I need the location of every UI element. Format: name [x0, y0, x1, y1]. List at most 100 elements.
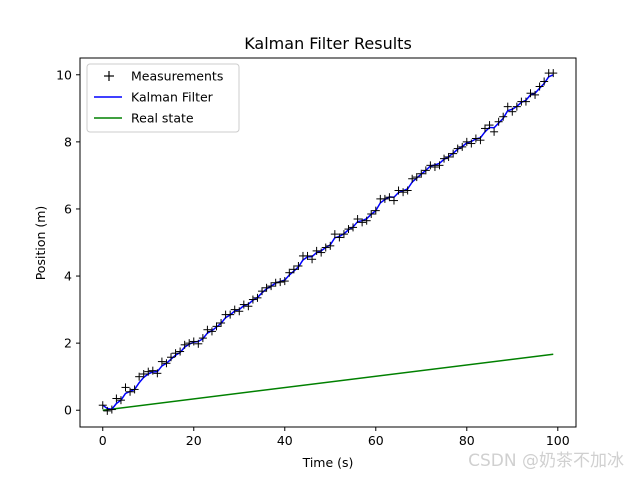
series-measurements — [98, 69, 558, 415]
measurement-point — [135, 372, 144, 381]
y-tick-label: 4 — [64, 269, 72, 284]
legend: Measurements Kalman Filter Real state — [86, 63, 240, 133]
measurement-point — [480, 124, 489, 133]
measurement-point — [289, 265, 298, 274]
measurement-point — [171, 349, 180, 358]
measurement-point — [262, 283, 271, 292]
measurement-point — [271, 278, 280, 287]
measurement-point — [116, 396, 125, 405]
measurement-point — [444, 152, 453, 161]
measurement-point — [362, 216, 371, 225]
measurement-point — [526, 89, 535, 98]
measurement-point — [258, 287, 267, 296]
measurement-point — [394, 186, 403, 195]
measurement-point — [417, 169, 426, 178]
measurement-point — [399, 188, 408, 197]
y-tick-label: 6 — [64, 201, 72, 216]
legend-label-measurements: Measurements — [131, 69, 223, 84]
measurement-point — [521, 97, 530, 106]
measurement-point — [153, 369, 162, 378]
measurement-point — [412, 173, 421, 182]
y-tick-label: 10 — [56, 67, 72, 82]
measurement-point — [194, 339, 203, 348]
measurement-point — [253, 293, 262, 302]
measurement-point — [403, 186, 412, 195]
measurement-point — [385, 193, 394, 202]
legend-box — [86, 63, 240, 133]
x-tick-label: 20 — [186, 433, 202, 448]
measurement-point — [189, 337, 198, 346]
measurement-point — [408, 174, 417, 183]
measurement-point — [353, 215, 362, 224]
measurement-point — [467, 139, 476, 148]
measurement-point — [308, 255, 317, 264]
measurement-point — [476, 136, 485, 145]
measurement-point — [367, 209, 376, 218]
measurement-point — [508, 107, 517, 116]
measurement-point — [180, 340, 189, 349]
measurement-point — [339, 230, 348, 239]
measurement-point — [157, 357, 166, 366]
measurement-point — [144, 367, 153, 376]
measurement-point — [358, 218, 367, 227]
measurement-point — [203, 325, 212, 334]
measurement-point — [176, 347, 185, 356]
legend-label-kalman-filter: Kalman Filter — [131, 90, 214, 105]
measurement-point — [453, 144, 462, 153]
measurement-point — [226, 310, 235, 319]
x-tick-label: 80 — [459, 433, 475, 448]
y-tick-label: 0 — [64, 403, 72, 418]
measurement-point — [344, 225, 353, 234]
measurement-point — [440, 154, 449, 163]
y-axis-ticks: 0 2 4 6 8 10 — [56, 67, 80, 418]
legend-item-kalman-filter: Kalman Filter — [94, 90, 214, 105]
measurement-point — [121, 383, 130, 392]
measurement-point — [458, 142, 467, 151]
measurement-point — [380, 194, 389, 203]
measurement-point — [494, 117, 503, 126]
measurement-point — [449, 149, 458, 158]
measurement-point — [248, 295, 257, 304]
measurement-point — [485, 121, 494, 130]
measurement-point — [326, 241, 335, 250]
x-tick-label: 60 — [368, 433, 384, 448]
measurement-point — [207, 327, 216, 336]
measurement-point — [312, 246, 321, 255]
measurement-point — [285, 268, 294, 277]
measurement-point — [317, 248, 326, 257]
plot-area — [98, 69, 558, 415]
y-tick-label: 8 — [64, 134, 72, 149]
measurement-point — [335, 233, 344, 242]
measurement-point — [430, 163, 439, 172]
measurement-point — [549, 69, 558, 78]
measurement-point — [217, 319, 226, 328]
x-axis-label: Time (s) — [302, 455, 354, 470]
real-state-line — [102, 353, 554, 411]
measurement-point — [490, 127, 499, 136]
measurement-point — [185, 339, 194, 348]
measurement-point — [330, 230, 339, 239]
measurement-point — [126, 387, 135, 396]
x-tick-label: 40 — [277, 433, 293, 448]
measurement-point — [139, 369, 148, 378]
measurement-point — [503, 102, 512, 111]
measurement-point — [239, 300, 248, 309]
measurement-point — [303, 251, 312, 260]
measurement-point — [426, 161, 435, 170]
measurement-point — [371, 206, 380, 215]
measurement-point — [112, 394, 121, 403]
x-tick-label: 0 — [99, 433, 107, 448]
measurement-point — [130, 385, 139, 394]
measurement-point — [499, 112, 508, 121]
measurement-point — [276, 278, 285, 287]
x-tick-label: 100 — [546, 433, 570, 448]
y-axis-label: Position (m) — [33, 206, 48, 281]
measurement-point — [531, 90, 540, 99]
measurement-point — [244, 302, 253, 311]
measurement-point — [389, 196, 398, 205]
measurement-point — [471, 134, 480, 143]
measurement-point — [294, 261, 303, 270]
measurement-point — [107, 405, 116, 414]
